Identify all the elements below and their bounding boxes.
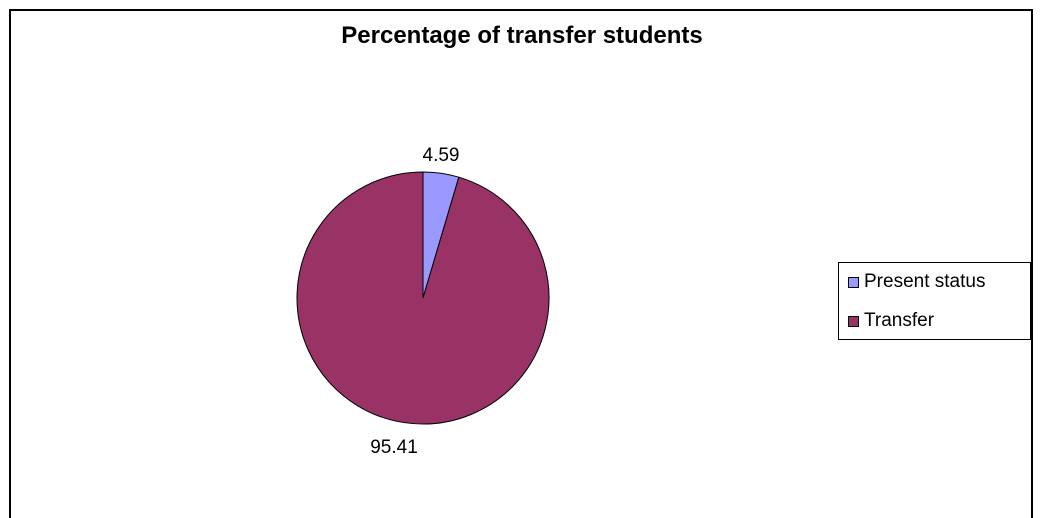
legend-label-present-status: Present status	[864, 271, 986, 292]
legend-label-transfer: Transfer	[864, 310, 935, 331]
legend-swatch-transfer	[848, 315, 859, 327]
chart-title: Percentage of transfer students	[341, 22, 703, 49]
legend-item-transfer: Transfer	[848, 309, 934, 333]
legend-swatch-present-status	[848, 276, 859, 288]
legend: Present status Transfer	[838, 262, 1031, 340]
legend-item-present-status: Present status	[848, 270, 985, 294]
pie-slice-transfer	[296, 171, 550, 425]
data-label-present-status: 4.59	[423, 145, 460, 166]
data-label-transfer: 95.41	[370, 437, 418, 458]
